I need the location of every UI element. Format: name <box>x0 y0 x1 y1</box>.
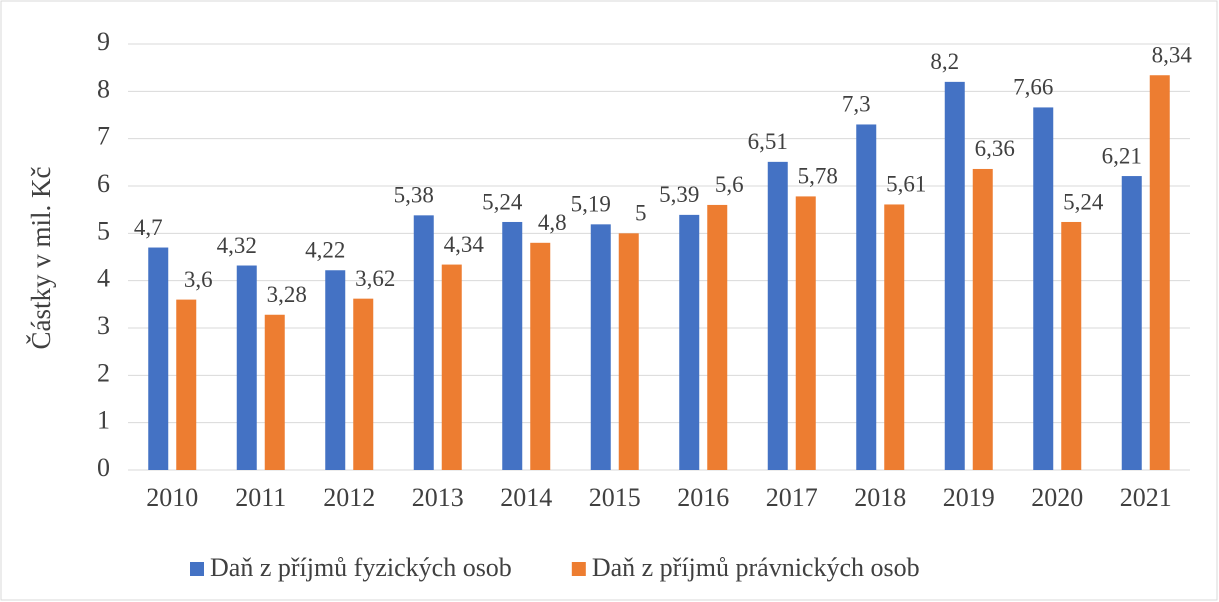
y-tick-label: 0 <box>97 453 110 482</box>
data-label: 5,6 <box>715 172 744 197</box>
x-tick-label: 2015 <box>589 483 641 512</box>
bar <box>441 264 462 470</box>
x-tick-label: 2011 <box>235 483 286 512</box>
data-label: 8,2 <box>930 49 959 74</box>
data-label: 5 <box>635 201 647 226</box>
x-tick-label: 2013 <box>412 483 464 512</box>
data-label: 6,36 <box>975 136 1015 161</box>
data-label: 5,24 <box>482 189 523 214</box>
data-label: 8,34 <box>1152 43 1193 68</box>
bar <box>1121 176 1142 470</box>
y-tick-label: 9 <box>97 27 110 56</box>
legend-swatch <box>571 562 586 576</box>
y-tick-label: 8 <box>97 74 110 103</box>
data-label: 5,24 <box>1063 189 1104 214</box>
data-label: 5,38 <box>394 183 434 208</box>
bar <box>795 196 816 470</box>
data-label: 5,78 <box>798 164 838 189</box>
x-tick-label: 2014 <box>500 483 552 512</box>
data-label: 5,39 <box>659 182 699 207</box>
x-tick-label: 2012 <box>323 483 375 512</box>
bar <box>679 214 700 470</box>
bar <box>618 233 639 470</box>
data-label: 7,3 <box>842 92 871 117</box>
y-tick-label: 5 <box>97 216 110 245</box>
bar <box>325 270 346 470</box>
bar <box>707 204 728 470</box>
x-tick-label: 2016 <box>677 483 729 512</box>
bar <box>353 298 374 470</box>
bar <box>148 247 169 470</box>
y-axis-label: Částky v mil. Kč <box>26 166 56 349</box>
bar <box>176 299 197 470</box>
bar <box>884 204 905 470</box>
y-tick-label: 6 <box>97 169 110 198</box>
y-tick-label: 4 <box>97 264 110 293</box>
bar <box>1149 75 1170 471</box>
bar <box>590 224 611 470</box>
bar <box>502 221 523 470</box>
y-tick-label: 7 <box>97 122 110 151</box>
y-tick-label: 1 <box>97 406 110 435</box>
bar <box>236 265 257 470</box>
data-label: 4,8 <box>538 210 567 235</box>
bar <box>972 168 993 470</box>
x-tick-label: 2017 <box>766 483 818 512</box>
data-label: 4,32 <box>217 233 257 258</box>
x-tick-label: 2019 <box>943 483 995 512</box>
data-label: 6,21 <box>1102 143 1142 168</box>
bar <box>1033 107 1054 470</box>
data-label: 3,62 <box>355 266 395 291</box>
data-label: 3,28 <box>267 282 307 307</box>
data-label: 5,61 <box>886 172 926 197</box>
x-tick-label: 2021 <box>1120 483 1172 512</box>
data-label: 7,66 <box>1013 75 1053 100</box>
legend-label: Daň z příjmů právnických osob <box>592 553 920 582</box>
x-tick-label: 2010 <box>146 483 198 512</box>
bar <box>413 215 434 470</box>
data-label: 4,34 <box>444 232 485 257</box>
legend-swatch <box>190 562 204 576</box>
bar <box>530 242 551 470</box>
bar <box>944 81 965 470</box>
bar <box>767 161 788 471</box>
bar <box>856 124 877 470</box>
bar <box>1061 221 1082 470</box>
data-label: 5,19 <box>571 192 611 217</box>
legend-label: Daň z příjmů fyzických osob <box>210 553 512 582</box>
y-tick-label: 3 <box>97 311 110 340</box>
x-tick-label: 2020 <box>1031 483 1083 512</box>
data-label: 4,22 <box>305 238 345 263</box>
data-label: 6,51 <box>748 129 788 154</box>
y-tick-label: 2 <box>97 358 110 387</box>
data-label: 3,6 <box>184 267 213 292</box>
bar <box>264 314 285 470</box>
x-tick-label: 2018 <box>854 483 906 512</box>
data-label: 4,7 <box>134 215 163 240</box>
